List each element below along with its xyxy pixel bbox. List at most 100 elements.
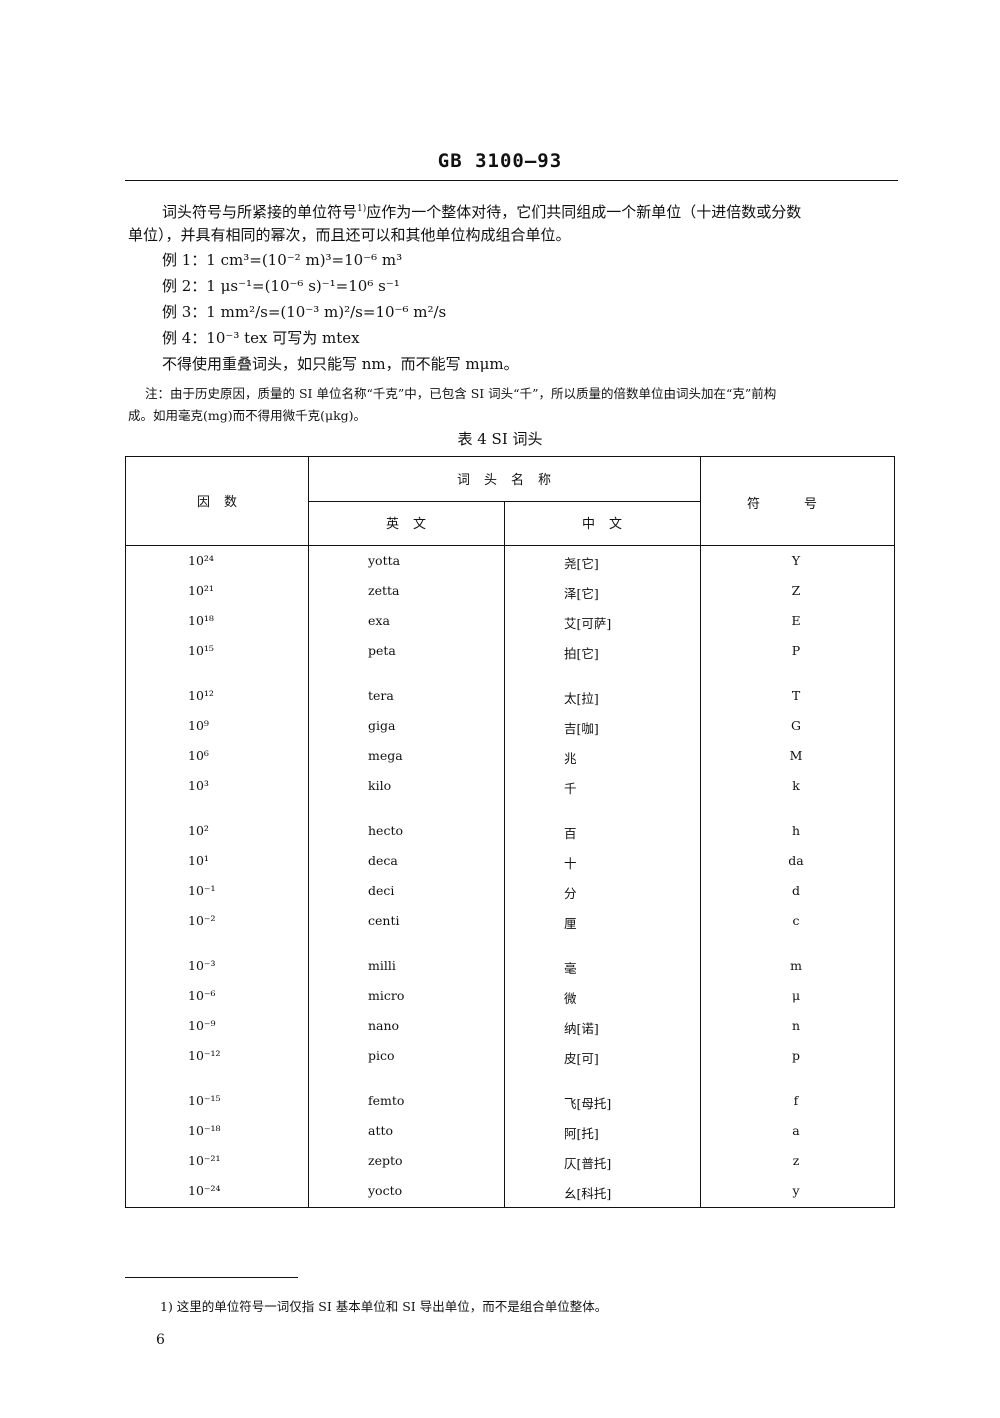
header-factor: 因数	[196, 495, 251, 510]
si-prefix-table: 因数 词头名称 英文 中文 符号 10²⁴ yotta 尧[它] Y 10²¹ zetta…	[125, 456, 895, 1208]
symbol-cell: T	[791, 688, 801, 703]
factor-cell: 10⁻¹⁸	[188, 1123, 221, 1138]
chinese-name-cell: 吉[咖]	[564, 721, 599, 736]
column-divider	[700, 457, 701, 1207]
symbol-cell: z	[792, 1153, 800, 1168]
factor-cell: 10⁻³	[188, 958, 216, 973]
header-rule	[125, 180, 898, 181]
chinese-name-cell: 艾[可萨]	[564, 616, 612, 631]
symbol-cell: E	[791, 613, 801, 628]
symbol-cell: c	[792, 913, 800, 928]
symbol-cell: a	[792, 1123, 800, 1138]
factor-cell: 10⁻²	[188, 913, 216, 928]
symbol-cell: Z	[791, 583, 801, 598]
header-prefix-name: 词头名称	[456, 473, 565, 488]
english-name-cell: femto	[368, 1093, 405, 1108]
english-name-cell: zetta	[368, 583, 400, 598]
footnote-ref[interactable]: 1)	[357, 204, 367, 214]
chinese-name-cell: 幺[科托]	[564, 1186, 612, 1201]
chinese-name-cell: 百	[564, 826, 577, 841]
chinese-name-cell: 分	[564, 886, 577, 901]
factor-cell: 10⁻⁹	[188, 1018, 216, 1033]
chinese-name-cell: 皮[可]	[564, 1051, 599, 1066]
chinese-name-cell: 毫	[564, 961, 577, 976]
rule-text: 不得使用重叠词头，如只能写 nm，而不能写 mμm。	[162, 355, 519, 373]
chinese-name-cell: 阿[托]	[564, 1126, 599, 1141]
english-name-cell: giga	[368, 718, 396, 733]
column-divider	[308, 457, 309, 1207]
english-name-cell: peta	[368, 643, 396, 658]
page-number: 6	[156, 1332, 165, 1348]
factor-cell: 10¹⁸	[188, 613, 214, 628]
factor-cell: 10⁻²⁴	[188, 1183, 221, 1198]
english-name-cell: micro	[368, 988, 405, 1003]
english-name-cell: kilo	[368, 778, 392, 793]
english-name-cell: yocto	[368, 1183, 403, 1198]
english-name-cell: atto	[368, 1123, 394, 1138]
factor-cell: 10¹	[188, 853, 209, 868]
chinese-name-cell: 拍[它]	[564, 646, 599, 661]
symbol-cell: Y	[791, 553, 801, 568]
header-english: 英文	[385, 517, 440, 532]
factor-cell: 10⁶	[188, 748, 209, 763]
note-line: 注：由于历史原因，质量的 SI 单位名称“千克”中，已包含 SI 词头“千”，所…	[145, 386, 777, 401]
english-name-cell: mega	[368, 748, 403, 763]
english-name-cell: centi	[368, 913, 400, 928]
header-symbol: 符号	[746, 497, 861, 512]
row-divider	[308, 501, 700, 502]
factor-cell: 10⁹	[188, 718, 209, 733]
factor-cell: 10⁻¹²	[188, 1048, 221, 1063]
chinese-name-cell: 纳[诺]	[564, 1021, 599, 1036]
table-caption: 表 4 SI 词头	[457, 430, 543, 448]
symbol-cell: P	[791, 643, 801, 658]
chinese-name-cell: 飞[母托]	[564, 1096, 612, 1111]
factor-cell: 10⁻²¹	[188, 1153, 221, 1168]
english-name-cell: deca	[368, 853, 398, 868]
footnote: 1) 这里的单位符号一词仅指 SI 基本单位和 SI 导出单位，而不是组合单位整…	[160, 1299, 608, 1314]
factor-cell: 10¹⁵	[188, 643, 214, 658]
footnote-rule	[125, 1277, 298, 1278]
symbol-cell: k	[792, 778, 800, 793]
example-2: 例 2：1 μs⁻¹=(10⁻⁶ s)⁻¹=10⁶ s⁻¹	[162, 277, 400, 295]
chinese-name-cell: 兆	[564, 751, 577, 766]
example-1: 例 1：1 cm³=(10⁻² m)³=10⁻⁶ m³	[162, 251, 403, 269]
symbol-cell: h	[791, 823, 801, 838]
english-name-cell: zepto	[368, 1153, 403, 1168]
paragraph-line: 单位），并具有相同的幂次，而且还可以和其他单位构成组合单位。	[128, 226, 571, 244]
text: 应作为一个整体对待，它们共同组成一个新单位（十进倍数或分数	[366, 203, 802, 221]
factor-cell: 10⁻⁶	[188, 988, 216, 1003]
symbol-cell: p	[791, 1048, 800, 1063]
factor-cell: 10²	[188, 823, 209, 838]
english-name-cell: milli	[368, 958, 396, 973]
english-name-cell: yotta	[368, 553, 401, 568]
factor-cell: 10⁻¹	[188, 883, 216, 898]
header-divider	[126, 545, 894, 546]
example-4: 例 4：10⁻³ tex 可写为 mtex	[162, 329, 360, 347]
chinese-name-cell: 厘	[564, 916, 577, 931]
symbol-cell: da	[788, 853, 804, 868]
standard-header: GB 3100—93	[437, 150, 563, 172]
factor-cell: 10³	[188, 778, 209, 793]
chinese-name-cell: 千	[564, 781, 577, 796]
header-chinese: 中文	[581, 517, 636, 532]
english-name-cell: tera	[368, 688, 394, 703]
english-name-cell: deci	[368, 883, 395, 898]
factor-cell: 10²¹	[188, 583, 214, 598]
column-divider	[504, 501, 505, 1207]
factor-cell: 10⁻¹⁵	[188, 1093, 221, 1108]
symbol-cell: m	[790, 958, 802, 973]
symbol-cell: μ	[791, 988, 801, 1003]
symbol-cell: y	[792, 1183, 800, 1198]
chinese-name-cell: 仄[普托]	[564, 1156, 612, 1171]
english-name-cell: hecto	[368, 823, 403, 838]
example-3: 例 3：1 mm²/s=(10⁻³ m)²/s=10⁻⁶ m²/s	[162, 303, 447, 321]
chinese-name-cell: 太[拉]	[564, 691, 599, 706]
factor-cell: 10¹²	[188, 688, 214, 703]
english-name-cell: pico	[368, 1048, 395, 1063]
symbol-cell: d	[791, 883, 800, 898]
chinese-name-cell: 微	[564, 991, 577, 1006]
english-name-cell: nano	[368, 1018, 400, 1033]
note-line: 成。如用毫克(mg)而不得用微千克(μkg)。	[128, 408, 367, 423]
english-name-cell: exa	[368, 613, 390, 628]
